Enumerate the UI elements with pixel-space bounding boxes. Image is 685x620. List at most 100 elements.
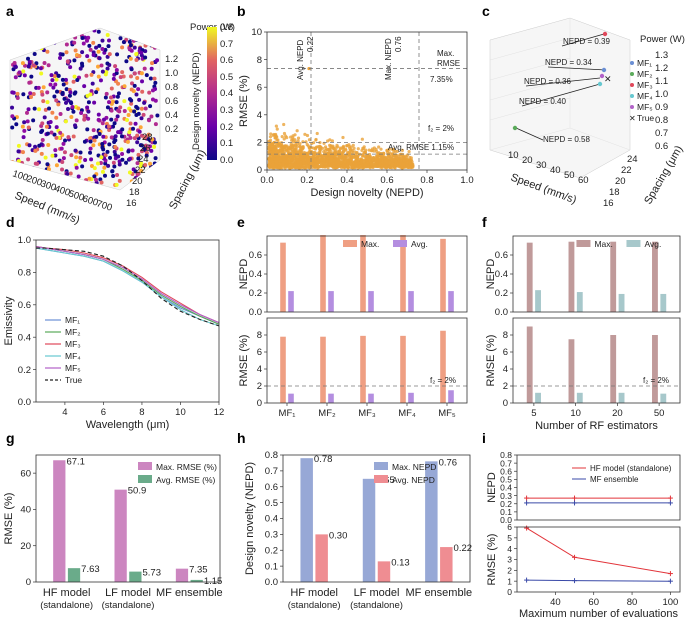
- scatter-point: [389, 156, 393, 160]
- y-tick-label: 0.4: [18, 332, 31, 343]
- scatter-point: [113, 134, 118, 139]
- x-tick-label: LF model (standalone): [102, 587, 155, 611]
- legend-label: Max.: [361, 239, 379, 249]
- y-tick-label: 6: [503, 347, 508, 358]
- scatter-point: [111, 76, 116, 81]
- scatter-point: [98, 78, 103, 83]
- scatter-point: [41, 85, 46, 90]
- legend-label: MF₄: [637, 91, 653, 101]
- tick: 22: [621, 165, 632, 176]
- scatter-point: [149, 166, 154, 171]
- series-line-6: [36, 247, 220, 327]
- data-label: 0.13: [391, 557, 410, 568]
- bar-avg: [129, 571, 142, 582]
- legend-label: MF₃: [637, 80, 653, 90]
- scatter-point: [116, 108, 121, 113]
- legend-swatch-mf3: [630, 83, 634, 87]
- scatter-point: [134, 104, 139, 109]
- scatter-point: [129, 101, 134, 106]
- scatter-point: [109, 135, 114, 140]
- scatter-point: [147, 90, 152, 95]
- scatter-point: [285, 149, 289, 153]
- scatter-point: [129, 67, 134, 72]
- scatter-point: [371, 158, 375, 162]
- scatter-point: [94, 90, 99, 95]
- scatter-point: [25, 33, 30, 38]
- scatter-point: [137, 97, 142, 102]
- bar-bottom-avg: [535, 392, 541, 403]
- scatter-point: [136, 87, 141, 92]
- scatter-point: [100, 169, 105, 174]
- scatter-point: [92, 174, 97, 179]
- scatter-point: [92, 100, 97, 105]
- scatter-point: [88, 136, 93, 141]
- scatter-point: [140, 89, 145, 94]
- scatter-point: [147, 181, 152, 186]
- scatter-point: [301, 144, 305, 149]
- panel-a-spacing-label: Spacing (μm): [167, 148, 208, 212]
- scatter-point: [312, 153, 316, 157]
- scatter-point: [395, 157, 399, 161]
- scatter-point: [324, 147, 328, 151]
- scatter-point: [63, 100, 68, 105]
- scatter-point: [60, 167, 65, 172]
- scatter-point: [286, 145, 291, 149]
- scatter-point: [73, 123, 78, 128]
- scatter-point: [120, 127, 125, 132]
- y-axis-label: RMSE (%): [486, 534, 498, 586]
- scatter-point: [60, 91, 65, 96]
- scatter-point: [40, 121, 45, 126]
- scatter-point: [394, 159, 398, 164]
- tick: 0.2: [220, 122, 233, 133]
- scatter-point: [49, 73, 54, 78]
- scatter-point: [109, 86, 114, 91]
- scatter-point: [89, 163, 94, 168]
- scatter-point: [153, 80, 158, 85]
- scatter-point: [284, 134, 288, 138]
- scatter-point: [327, 150, 331, 154]
- legend-swatch: [343, 240, 357, 247]
- y-tick-label: 10: [251, 27, 262, 38]
- scatter-point: [37, 107, 42, 112]
- scatter-point: [296, 139, 300, 143]
- scatter-point: [43, 28, 48, 33]
- scatter-point: [283, 147, 287, 151]
- scatter-point: [305, 164, 310, 168]
- scatter-point: [368, 160, 372, 164]
- scatter-point: [409, 159, 413, 163]
- panel-c-legend: MF₁ MF₂ MF₃ MF₄ MF₅ ✕ True: [629, 58, 654, 123]
- scatter-point: [73, 148, 78, 153]
- scatter-point: [85, 38, 90, 43]
- tick: 40: [550, 165, 561, 176]
- scatter-point: [41, 99, 46, 104]
- scatter-point: [352, 146, 356, 150]
- scatter-point: [38, 31, 43, 36]
- scatter-point: [343, 147, 348, 151]
- scatter-point: [120, 45, 125, 50]
- scatter-point: [281, 162, 285, 167]
- scatter-point: [72, 40, 77, 45]
- scatter-point: [319, 164, 324, 168]
- y-tick-label: 0.5: [265, 498, 278, 509]
- scatter-point: [25, 41, 30, 46]
- scatter-point: [302, 161, 306, 165]
- panel-c-3d: Power (W) 1.3 1.2 1.1 1.0 0.9 0.8 0.7 0.…: [489, 17, 685, 209]
- scatter-point: [269, 146, 273, 151]
- x-tick-label: MF₄: [398, 408, 416, 419]
- scatter-point: [10, 105, 15, 110]
- scatter-point: [38, 32, 43, 37]
- scatter-point: [76, 174, 81, 179]
- legend-swatch-mf4: [630, 94, 634, 98]
- scatter-point: [146, 118, 151, 123]
- scatter-point: [130, 148, 135, 153]
- x-tick-label: 0.6: [380, 175, 393, 186]
- scatter-point: [322, 153, 326, 158]
- scatter-point: [301, 140, 305, 144]
- x-tick-label: HF model (standalone): [288, 587, 341, 611]
- scatter-point: [84, 181, 89, 186]
- scatter-point: [150, 167, 155, 172]
- scatter-point: [86, 35, 91, 40]
- scatter-point: [63, 77, 68, 82]
- scatter-point: [62, 96, 67, 101]
- scatter-point: [15, 183, 20, 188]
